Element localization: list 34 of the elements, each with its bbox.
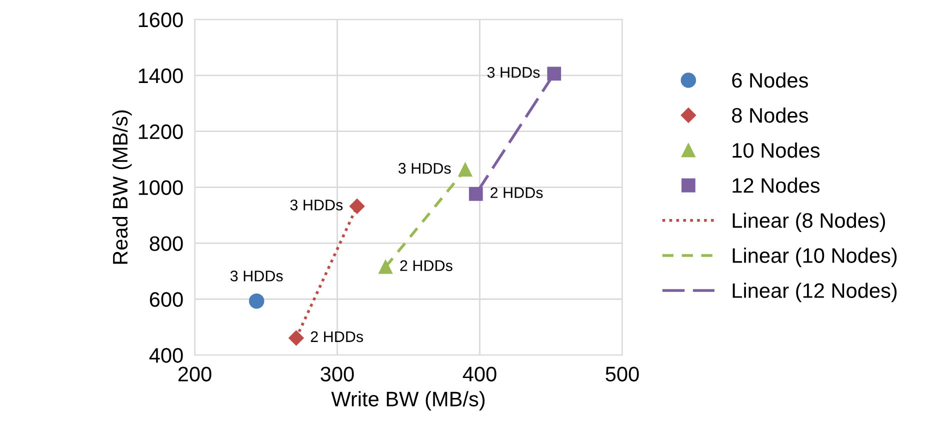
annotation: 2 HDDs	[490, 187, 543, 198]
annotation: 3 HDDs	[398, 162, 451, 174]
x-tick-label: 300	[320, 366, 354, 382]
legend-label: 6 Nodes	[732, 72, 808, 88]
legend-label: Linear (10 Nodes)	[732, 248, 897, 268]
point	[349, 198, 365, 214]
y-axis-title: Read BW (MB/s)	[112, 110, 132, 264]
point	[547, 66, 562, 81]
point	[458, 162, 472, 177]
point	[468, 187, 483, 201]
annotation: 2 HDDs	[310, 331, 364, 342]
point	[288, 330, 304, 346]
annotation: 2 HDDs	[400, 260, 452, 272]
annotation: 3 HDDs	[487, 67, 540, 78]
x-tick-label: 400	[462, 366, 496, 382]
point	[248, 293, 264, 309]
annotation: 3 HDDs	[290, 200, 343, 210]
y-tick-label: 600	[150, 292, 183, 307]
x-axis-title: Write BW (MB/s)	[331, 391, 485, 411]
y-tick-label: 400	[149, 348, 183, 363]
x-tick-label: 500	[606, 366, 639, 382]
x-tick-label: 200	[178, 366, 212, 382]
legend-label: 10 Nodes	[732, 142, 820, 158]
annotation: 3 HDDs	[230, 270, 283, 282]
y-tick-label: 1000	[138, 180, 183, 196]
legend-label: Linear (12 Nodes)	[732, 282, 897, 302]
y-tick-label: 800	[150, 236, 183, 251]
legend-label: 8 Nodes	[732, 107, 808, 123]
y-tick-label: 1400	[138, 68, 183, 84]
point	[378, 260, 392, 274]
legend-label: 12 Nodes	[732, 178, 820, 193]
y-tick-label: 1600	[138, 12, 183, 28]
legend-label: Linear (8 Nodes)	[732, 212, 886, 232]
y-tick-label: 1200	[138, 124, 183, 140]
